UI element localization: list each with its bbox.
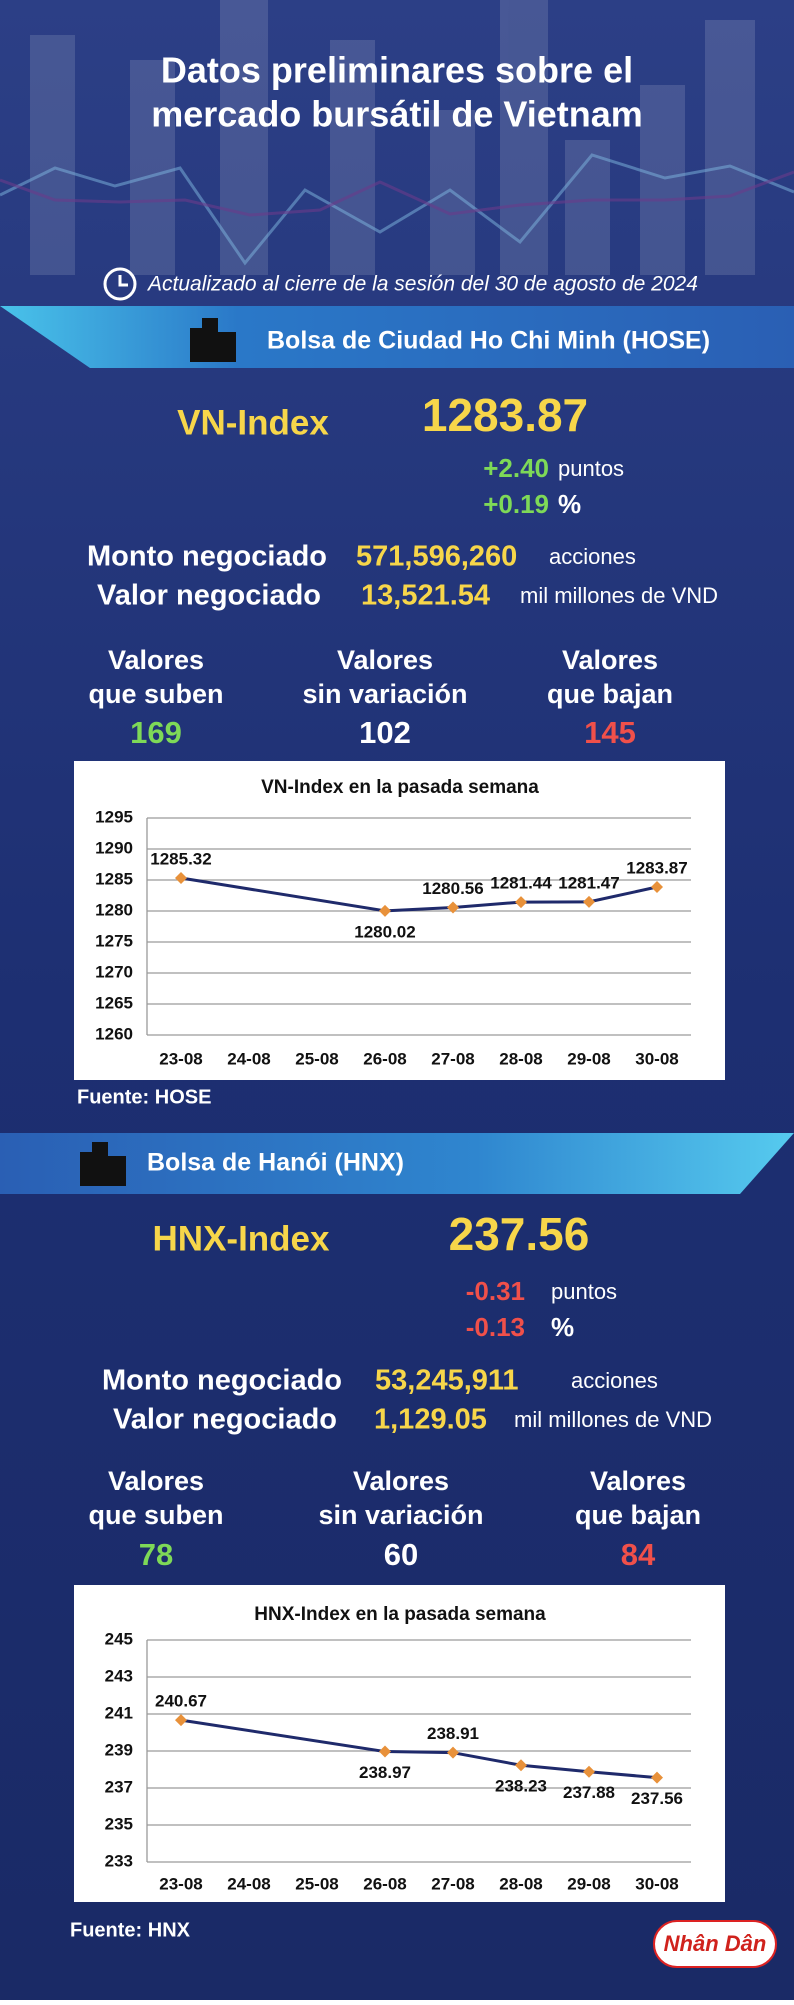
x-tick-label: 27-08 — [431, 1874, 474, 1893]
y-tick-label: 1295 — [95, 807, 133, 826]
breadth-label: que bajan — [575, 1500, 701, 1530]
y-tick-label: 243 — [105, 1666, 133, 1685]
value-unit: mil millones de VND — [514, 1407, 712, 1432]
index-value: 1283.87 — [422, 389, 588, 441]
breadth-count: 60 — [384, 1537, 418, 1572]
index-name: HNX-Index — [153, 1219, 331, 1258]
volume-label: Monto negociado — [87, 541, 327, 573]
value-label: 238.23 — [495, 1777, 547, 1796]
volume-label: Monto negociado — [102, 1365, 342, 1397]
x-tick-label: 28-08 — [499, 1874, 542, 1893]
value-label: 1281.44 — [490, 874, 552, 893]
x-tick-label: 30-08 — [635, 1049, 678, 1068]
value-label: Valor negociado — [97, 580, 321, 612]
value-label: 1281.47 — [558, 873, 619, 892]
breadth-label: sin variación — [318, 1500, 483, 1530]
exchange-name: Bolsa de Hanói (HNX) — [147, 1149, 404, 1177]
y-tick-label: 1265 — [95, 993, 133, 1012]
logo: Nhân Dân — [664, 1931, 767, 1956]
y-tick-label: 237 — [105, 1777, 133, 1796]
title: Datos preliminares sobre el — [161, 50, 633, 91]
x-tick-label: 27-08 — [431, 1049, 474, 1068]
chart-panel — [74, 1585, 725, 1902]
title: mercado bursátil de Vietnam — [151, 94, 643, 135]
value-label: Valor negociado — [113, 1404, 337, 1436]
breadth-label: sin variación — [302, 679, 467, 709]
index-value: 237.56 — [449, 1208, 590, 1260]
volume: 53,245,911 — [375, 1365, 519, 1397]
breadth-label: Valores — [562, 645, 658, 675]
value-label: 238.97 — [359, 1763, 411, 1782]
y-tick-label: 239 — [105, 1740, 133, 1759]
breadth-label: que suben — [88, 1500, 223, 1530]
x-tick-label: 30-08 — [635, 1874, 678, 1893]
chart-panel — [74, 761, 725, 1080]
value-label: 240.67 — [155, 1692, 207, 1711]
breadth-count: 78 — [139, 1537, 173, 1572]
volume: 571,596,260 — [356, 541, 517, 573]
x-tick-label: 24-08 — [227, 1049, 270, 1068]
x-tick-label: 23-08 — [159, 1049, 202, 1068]
change-points: +2.40 — [483, 453, 549, 483]
breadth-label: Valores — [353, 1466, 449, 1496]
points-unit: puntos — [558, 456, 624, 481]
breadth-count: 145 — [584, 715, 636, 750]
breadth-count: 84 — [621, 1537, 656, 1572]
breadth-label: Valores — [590, 1466, 686, 1496]
x-tick-label: 24-08 — [227, 1874, 270, 1893]
x-tick-label: 26-08 — [363, 1049, 406, 1068]
breadth-label: que bajan — [547, 679, 673, 709]
line-segment — [385, 1752, 453, 1753]
pct-unit: % — [558, 489, 581, 519]
breadth-count: 102 — [359, 715, 411, 750]
breadth-label: que suben — [88, 679, 223, 709]
value-label: 1283.87 — [626, 858, 687, 877]
y-tick-label: 1270 — [95, 962, 133, 981]
y-tick-label: 1280 — [95, 900, 133, 919]
change-pct: +0.19 — [483, 489, 549, 519]
volume-unit: acciones — [549, 544, 636, 569]
y-tick-label: 245 — [105, 1629, 133, 1648]
breadth-label: Valores — [108, 1466, 204, 1496]
x-tick-label: 28-08 — [499, 1049, 542, 1068]
value-label: 237.56 — [631, 1789, 683, 1808]
updated: Actualizado al cierre de la sesión del 3… — [146, 273, 698, 296]
source: Fuente: HOSE — [77, 1086, 211, 1108]
chart-title: HNX-Index en la pasada semana — [254, 1604, 546, 1625]
x-tick-label: 25-08 — [295, 1049, 338, 1068]
y-tick-label: 241 — [105, 1703, 133, 1722]
value: 13,521.54 — [361, 580, 490, 612]
x-tick-label: 25-08 — [295, 1874, 338, 1893]
y-tick-label: 1275 — [95, 931, 133, 950]
pct-unit: % — [551, 1312, 574, 1342]
y-tick-label: 1290 — [95, 838, 133, 857]
x-tick-label: 29-08 — [567, 1049, 610, 1068]
volume-unit: acciones — [571, 1368, 658, 1393]
value: 1,129.05 — [374, 1404, 487, 1436]
x-tick-label: 26-08 — [363, 1874, 406, 1893]
breadth-label: Valores — [108, 645, 204, 675]
exchange-name: Bolsa de Ciudad Ho Chi Minh (HOSE) — [267, 327, 710, 355]
x-tick-label: 23-08 — [159, 1874, 202, 1893]
value-label: 1285.32 — [150, 850, 211, 869]
y-tick-label: 233 — [105, 1851, 133, 1870]
change-points: -0.31 — [466, 1276, 525, 1306]
y-tick-label: 235 — [105, 1814, 133, 1833]
value-label: 1280.02 — [354, 922, 415, 941]
index-name: VN-Index — [177, 403, 329, 442]
chart-title: VN-Index en la pasada semana — [261, 777, 539, 798]
y-tick-label: 1285 — [95, 869, 133, 888]
change-pct: -0.13 — [466, 1312, 525, 1342]
value-label: 238.91 — [427, 1724, 479, 1743]
breadth-count: 169 — [130, 715, 182, 750]
value-label: 1280.56 — [422, 879, 483, 898]
points-unit: puntos — [551, 1279, 617, 1304]
y-tick-label: 1260 — [95, 1024, 133, 1043]
x-tick-label: 29-08 — [567, 1874, 610, 1893]
value-unit: mil millones de VND — [520, 583, 718, 608]
value-label: 237.88 — [563, 1783, 615, 1802]
breadth-label: Valores — [337, 645, 433, 675]
source: Fuente: HNX — [70, 1919, 191, 1941]
